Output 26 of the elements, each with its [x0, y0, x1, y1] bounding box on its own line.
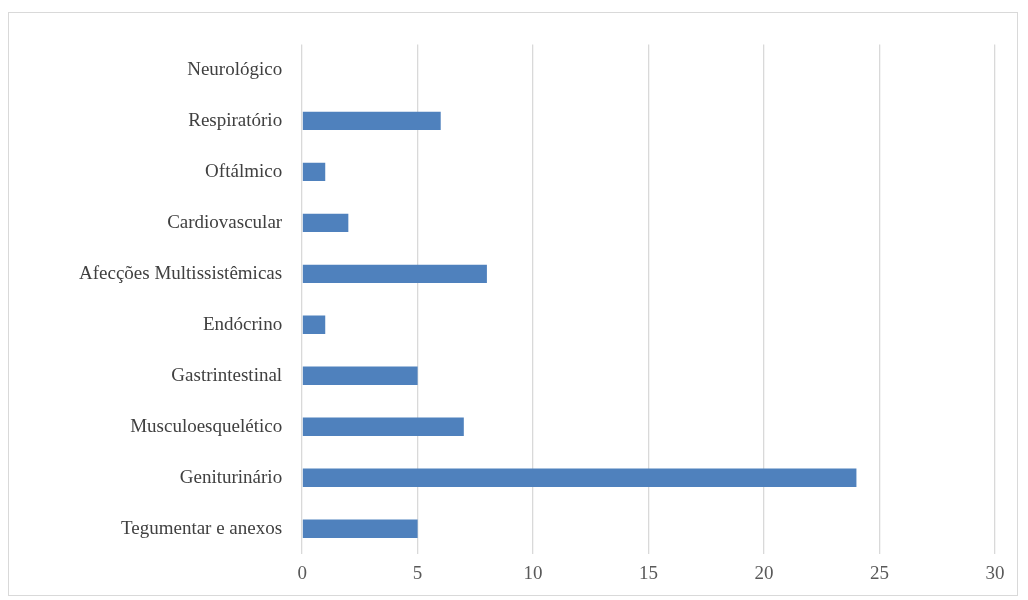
- y-tick-label: Musculoesquelético: [130, 414, 283, 436]
- y-tick-label: Geniturinário: [179, 465, 283, 487]
- y-tick-label: Neurológico: [187, 57, 283, 79]
- y-tick-label: Endócrino: [202, 312, 283, 334]
- x-tick-label: 25: [870, 561, 890, 583]
- x-tick-label: 15: [639, 561, 659, 583]
- bar: [302, 213, 349, 233]
- bar: [302, 111, 441, 131]
- bar: [302, 264, 487, 283]
- bar: [302, 315, 326, 334]
- bar: [302, 417, 464, 436]
- x-tick-label: 30: [985, 561, 1005, 583]
- x-tick-label: 5: [412, 561, 423, 583]
- y-tick-label: Afecções Multissistêmicas: [78, 261, 283, 283]
- y-tick-label: Oftálmico: [205, 159, 283, 181]
- bar: [302, 519, 418, 538]
- y-tick-label: Gastrintestinal: [171, 363, 283, 385]
- bar: [302, 468, 857, 487]
- x-tick-label: 20: [754, 561, 774, 583]
- bar: [302, 366, 418, 385]
- x-tick-label: 0: [297, 561, 307, 583]
- y-tick-label: Cardiovascular: [167, 210, 283, 232]
- y-tick-label: Tegumentar e anexos: [120, 516, 283, 538]
- bar: [302, 162, 326, 182]
- x-tick-label: 10: [523, 561, 543, 583]
- y-tick-label: Respiratório: [188, 108, 283, 130]
